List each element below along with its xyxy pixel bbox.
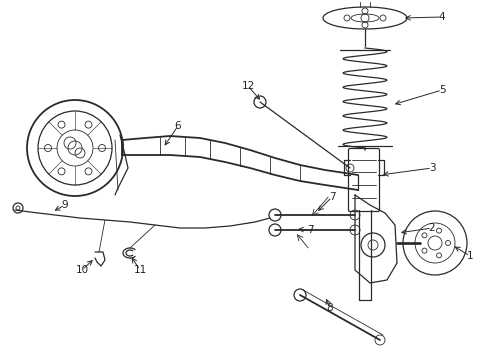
Text: 10: 10 (75, 265, 89, 275)
Text: 7: 7 (329, 192, 335, 202)
Text: 6: 6 (175, 121, 181, 131)
Text: 11: 11 (133, 265, 147, 275)
Text: 8: 8 (327, 303, 333, 313)
Text: 7: 7 (307, 225, 313, 235)
Text: 9: 9 (62, 200, 68, 210)
Text: 12: 12 (242, 81, 255, 91)
Text: 4: 4 (439, 12, 445, 22)
Text: 3: 3 (429, 163, 435, 173)
Text: 2: 2 (429, 223, 435, 233)
Text: 5: 5 (439, 85, 445, 95)
Text: 1: 1 (466, 251, 473, 261)
